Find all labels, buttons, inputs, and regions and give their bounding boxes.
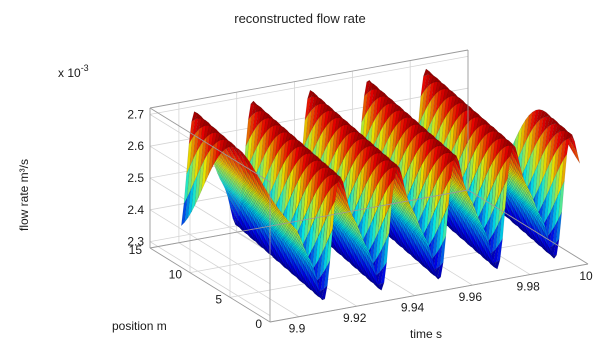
x-axis-ticks: 9.9 9.92 9.94 9.96 9.98 10 xyxy=(289,269,593,336)
x-tick-label: 9.92 xyxy=(343,311,367,325)
surface-patch xyxy=(526,111,533,140)
chart-title: reconstructed flow rate xyxy=(234,11,366,26)
grid-line xyxy=(149,241,271,316)
z-tick-label: 2.5 xyxy=(127,171,144,185)
y-axis-ticks: 0 5 10 15 xyxy=(129,243,263,331)
grid-line xyxy=(149,209,271,285)
y-tick-label: 5 xyxy=(215,292,222,306)
grid-line xyxy=(178,242,300,318)
x-axis-label: time s xyxy=(410,327,442,341)
z-tick-label: 2.4 xyxy=(127,203,144,217)
x-tick-label: 9.94 xyxy=(401,301,425,315)
surface-patch xyxy=(533,109,540,128)
x-tick-label: 9.98 xyxy=(517,280,541,294)
x-tick-label: 9.96 xyxy=(459,290,483,304)
flow-rate-surface xyxy=(181,68,580,301)
x-tick-label: 9.9 xyxy=(289,322,306,336)
surface-patch xyxy=(550,254,557,259)
z-multiplier-label: x 10-3 xyxy=(58,63,89,80)
y-tick-label: 0 xyxy=(255,317,262,331)
z-axis-label: flow rate m³/s xyxy=(17,159,31,231)
x-tick-label: 10 xyxy=(579,269,593,283)
y-tick-label: 15 xyxy=(129,243,143,257)
z-axis-ticks: 2.32.42.52.62.7 xyxy=(127,107,144,248)
z-tick-label: 2.6 xyxy=(127,139,144,153)
grid-line xyxy=(149,177,271,253)
axis-edge xyxy=(149,247,271,323)
grid-line xyxy=(149,55,469,115)
y-axis-label: position m xyxy=(112,319,167,333)
y-tick-label: 10 xyxy=(169,268,183,282)
z-tick-label: 2.7 xyxy=(127,107,144,121)
